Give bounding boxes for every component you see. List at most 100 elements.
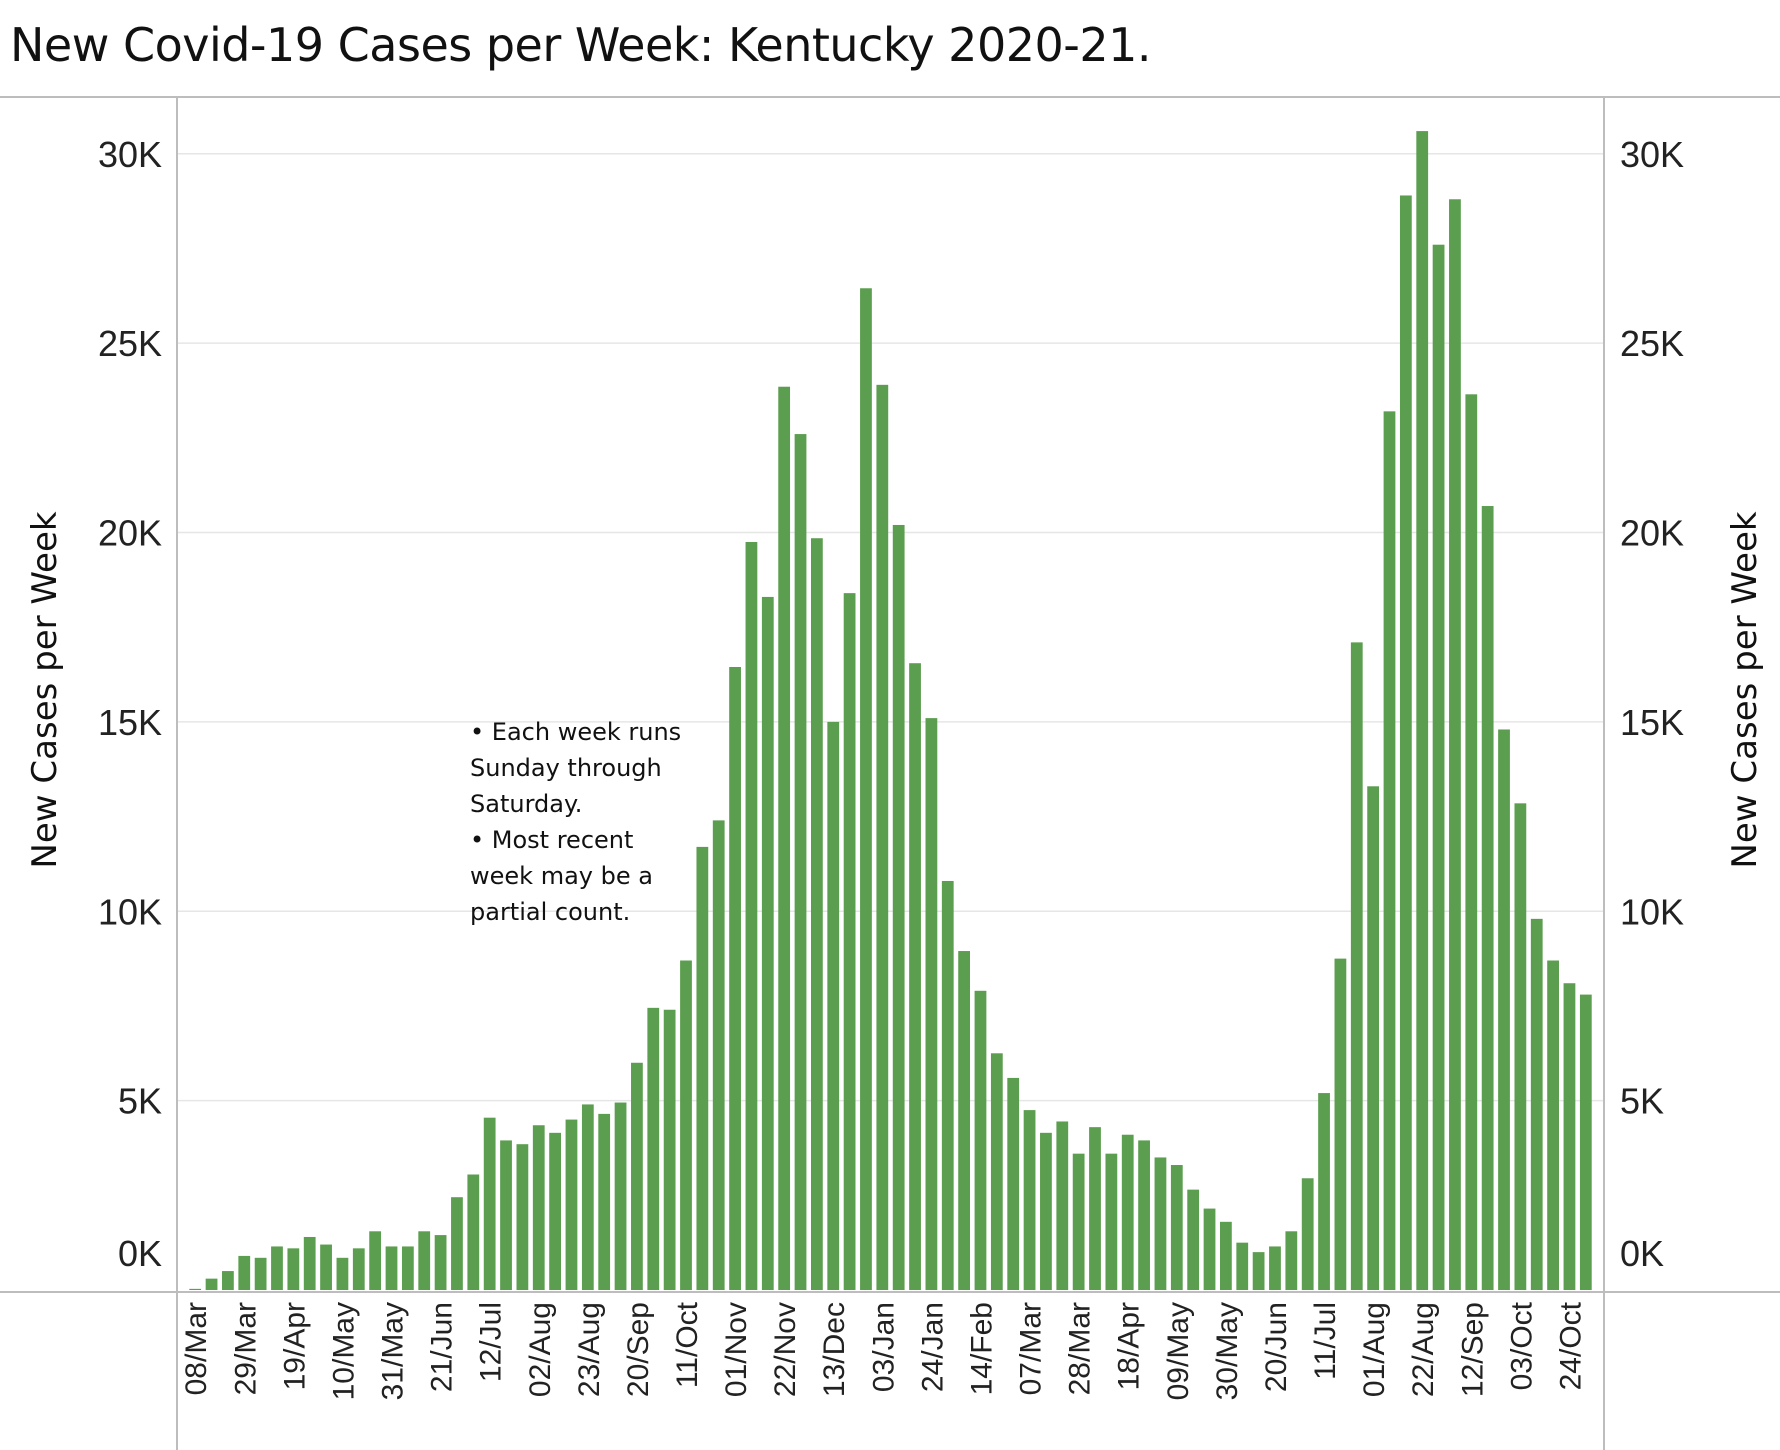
y-tick-label-left: 0K (118, 1233, 162, 1274)
bar (647, 1007, 660, 1290)
bar (369, 1231, 382, 1290)
bar (1399, 195, 1412, 1290)
bar (941, 880, 954, 1290)
bar (1481, 506, 1494, 1290)
bar (320, 1244, 332, 1290)
y-tick-label-right: 15K (1620, 702, 1684, 743)
x-tick-label: 29/Mar (229, 1302, 262, 1395)
bar (1285, 1231, 1298, 1290)
bar (729, 666, 741, 1290)
bar (418, 1231, 431, 1290)
x-tick-label: 24/Oct (1554, 1301, 1587, 1390)
x-tick-label: 11/Jul (1309, 1302, 1342, 1380)
y-tick-label-right: 10K (1620, 891, 1684, 932)
x-tick-label: 10/May (327, 1302, 360, 1400)
bar (189, 1288, 202, 1290)
bar (271, 1246, 283, 1290)
bar (680, 960, 692, 1290)
y-tick-label-left: 15K (98, 702, 162, 743)
bar (1203, 1208, 1216, 1290)
gridlines (177, 153, 1604, 1102)
bar (549, 1132, 562, 1290)
bar (401, 1246, 414, 1290)
bar (1318, 1093, 1330, 1290)
bar (925, 718, 938, 1290)
bar (467, 1174, 480, 1290)
bar (254, 1257, 267, 1290)
x-tick-label: 30/May (1211, 1302, 1244, 1400)
y-tick-label-left: 5K (118, 1081, 162, 1122)
y-tick-label-right: 30K (1620, 134, 1684, 175)
y-tick-label-right: 0K (1620, 1233, 1664, 1274)
bar (843, 593, 856, 1290)
bar (532, 1125, 545, 1290)
y-tick-label-right: 25K (1620, 323, 1684, 364)
y-axis-left: 0K 5K 10K 15K 20K 25K 30K (98, 134, 162, 1274)
x-tick-label: 01/Nov (720, 1302, 753, 1397)
bar (958, 951, 971, 1290)
chart-annotation: • Each week runs Sunday through Saturday… (470, 714, 700, 930)
x-tick-label: 07/Mar (1015, 1302, 1048, 1395)
bar (794, 434, 807, 1291)
x-tick-label: 22/Nov (769, 1302, 802, 1397)
bar (1350, 642, 1363, 1290)
bar (1579, 994, 1592, 1290)
annotation-line: Saturday. (470, 790, 583, 818)
bar (565, 1119, 578, 1290)
bar (1105, 1153, 1118, 1290)
bar (205, 1278, 218, 1290)
y-tick-label-left: 20K (98, 513, 162, 554)
bar (500, 1140, 512, 1290)
x-tick-label: 12/Jul (475, 1302, 508, 1382)
bar (581, 1104, 594, 1290)
bar (434, 1235, 447, 1290)
y-tick-label-right: 5K (1620, 1081, 1664, 1122)
bar (712, 820, 725, 1290)
annotation-line: partial count. (470, 898, 631, 926)
bar (745, 542, 758, 1290)
bar (1416, 131, 1429, 1291)
bar (892, 524, 905, 1290)
y-tick-label-left: 10K (98, 891, 162, 932)
bar (1089, 1127, 1101, 1290)
bar (516, 1144, 529, 1290)
x-tick-label: 08/Mar (180, 1302, 213, 1395)
x-tick-label: 12/Sep (1456, 1302, 1489, 1397)
bar (974, 990, 987, 1290)
bar (1383, 411, 1396, 1290)
bar (696, 846, 709, 1290)
x-axis: 08/Mar 29/Mar 19/Apr 10/May 31/May 21/Jun 12/J… (180, 1301, 1587, 1400)
bar (451, 1197, 463, 1290)
bar (778, 386, 791, 1290)
bar (1121, 1134, 1134, 1290)
bar (631, 1062, 643, 1290)
bar (1514, 803, 1527, 1290)
x-tick-label: 01/Aug (1358, 1302, 1391, 1397)
annotation-line: • Most recent (470, 826, 634, 854)
annotation-line: week may be a (470, 862, 653, 890)
bar (238, 1255, 251, 1290)
bar (1269, 1246, 1281, 1290)
bar (1219, 1221, 1232, 1290)
bar (663, 1009, 676, 1290)
bar (336, 1257, 349, 1290)
bar (287, 1248, 300, 1290)
x-tick-label: 03/Jan (867, 1302, 900, 1392)
y-axis-right: 0K 5K 10K 15K 20K 25K 30K (1620, 134, 1684, 1274)
bar (1367, 786, 1380, 1290)
annotation-line: Sunday through (470, 754, 662, 782)
plot-frame (0, 96, 1780, 1450)
bar (1007, 1077, 1020, 1290)
x-tick-label: 03/Oct (1505, 1301, 1538, 1390)
bar (1056, 1121, 1069, 1290)
x-tick-label: 14/Feb (965, 1302, 998, 1395)
bar (1530, 918, 1543, 1290)
bar (1040, 1132, 1052, 1290)
bar (1252, 1252, 1265, 1290)
bar (614, 1102, 627, 1290)
x-tick-label: 09/May (1162, 1302, 1195, 1400)
bar (1563, 983, 1576, 1290)
bar (1498, 729, 1510, 1290)
bar (1236, 1242, 1249, 1290)
